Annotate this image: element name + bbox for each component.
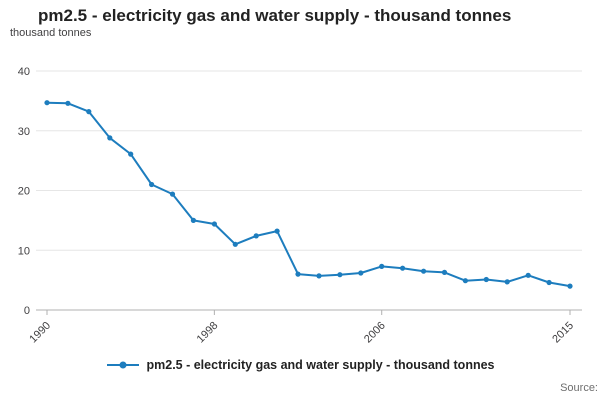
data-point[interactable]: [504, 279, 510, 285]
data-point[interactable]: [400, 265, 406, 271]
y-tick-label: 0: [24, 305, 30, 317]
data-point[interactable]: [546, 279, 552, 286]
source-label: Source:: [560, 382, 598, 394]
data-point[interactable]: [462, 278, 468, 284]
data-point[interactable]: [525, 272, 531, 278]
x-tick-label: 2015: [550, 320, 576, 346]
data-point[interactable]: [107, 135, 113, 141]
chart-title: pm2.5 - electricity gas and water supply…: [38, 6, 512, 25]
legend-dot: [119, 361, 126, 369]
legend[interactable]: pm2.5 - electricity gas and water supply…: [0, 358, 600, 372]
data-point[interactable]: [421, 268, 427, 274]
y-axis-title: thousand tonnes: [10, 27, 92, 39]
data-point[interactable]: [358, 270, 364, 276]
x-tick-label: 1998: [195, 320, 221, 346]
data-point[interactable]: [274, 228, 280, 234]
data-point[interactable]: [483, 276, 489, 283]
data-point[interactable]: [567, 283, 573, 289]
y-tick-label: 40: [18, 66, 30, 78]
data-point[interactable]: [295, 271, 301, 277]
legend-line-marker: [106, 361, 139, 369]
data-point[interactable]: [441, 269, 448, 275]
data-point[interactable]: [86, 109, 92, 115]
data-point[interactable]: [316, 273, 322, 279]
y-tick-label: 30: [18, 126, 30, 138]
data-point[interactable]: [211, 221, 217, 227]
data-point[interactable]: [169, 191, 176, 197]
data-point[interactable]: [232, 241, 238, 247]
data-point[interactable]: [65, 100, 71, 106]
data-point[interactable]: [44, 100, 50, 106]
data-point[interactable]: [253, 233, 259, 239]
data-point[interactable]: [128, 151, 134, 157]
data-point[interactable]: [337, 272, 343, 278]
x-tick-label: 2006: [362, 320, 388, 346]
x-tick-label: 1990: [27, 320, 53, 346]
series-line: [46, 101, 571, 288]
legend-label: pm2.5 - electricity gas and water supply…: [146, 358, 495, 372]
data-point[interactable]: [190, 217, 196, 223]
data-point[interactable]: [379, 263, 385, 269]
data-point[interactable]: [149, 181, 155, 188]
y-tick-label: 20: [18, 186, 30, 198]
y-tick-label: 10: [18, 245, 30, 257]
